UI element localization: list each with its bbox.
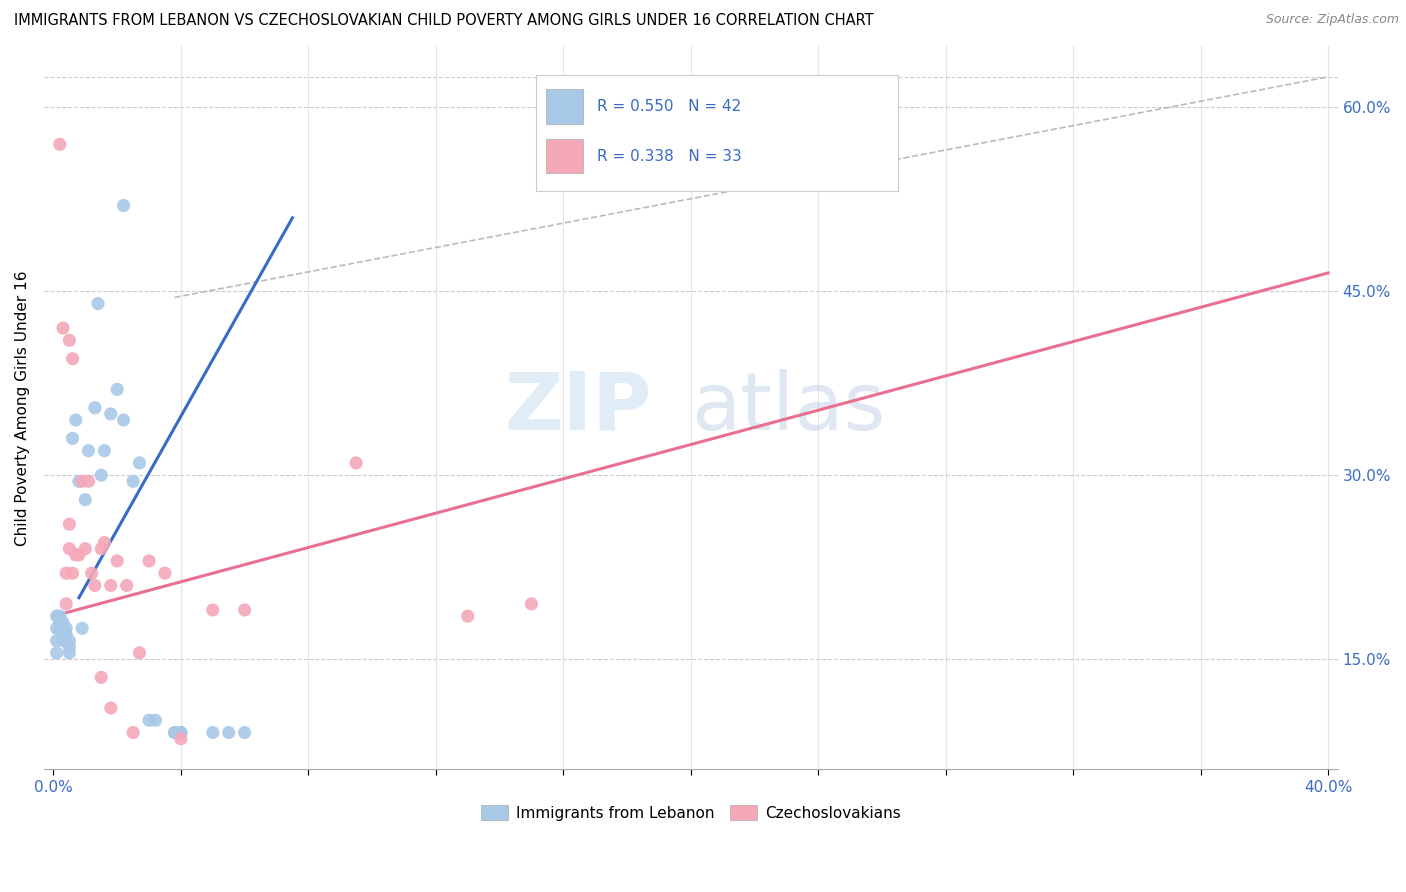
Point <box>115 578 138 592</box>
Point <box>55 621 77 635</box>
Point <box>58 633 80 648</box>
Point <box>122 475 145 489</box>
Point <box>45 646 67 660</box>
Legend: Immigrants from Lebanon, Czechoslovakians: Immigrants from Lebanon, Czechoslovakian… <box>475 798 907 827</box>
Point <box>55 633 77 648</box>
Point <box>112 413 135 427</box>
Text: Source: ZipAtlas.com: Source: ZipAtlas.com <box>1265 13 1399 27</box>
Point <box>93 535 115 549</box>
Point <box>65 413 87 427</box>
Point <box>201 725 224 739</box>
Point <box>100 701 122 715</box>
Point <box>138 554 160 568</box>
Point <box>62 566 84 581</box>
Point <box>90 468 112 483</box>
Point <box>67 548 90 562</box>
Point <box>52 633 75 648</box>
Point <box>145 713 167 727</box>
Point <box>52 615 75 630</box>
Point <box>52 621 75 635</box>
Point <box>128 456 150 470</box>
Point <box>122 725 145 739</box>
Point <box>65 548 87 562</box>
Point <box>70 621 93 635</box>
Point <box>58 541 80 556</box>
Point <box>45 621 67 635</box>
Point <box>52 321 75 335</box>
Point <box>55 566 77 581</box>
Text: atlas: atlas <box>690 368 886 447</box>
Point <box>344 456 367 470</box>
Point <box>55 597 77 611</box>
Point <box>49 615 72 630</box>
Point <box>55 627 77 641</box>
Point <box>75 492 97 507</box>
Text: IMMIGRANTS FROM LEBANON VS CZECHOSLOVAKIAN CHILD POVERTY AMONG GIRLS UNDER 16 CO: IMMIGRANTS FROM LEBANON VS CZECHOSLOVAKI… <box>14 13 873 29</box>
Point <box>45 633 67 648</box>
Point <box>233 603 256 617</box>
Point <box>58 646 80 660</box>
Point <box>45 609 67 624</box>
Point <box>80 566 103 581</box>
Point <box>77 475 100 489</box>
Point <box>218 725 240 739</box>
Point <box>153 566 176 581</box>
Point <box>93 443 115 458</box>
Point <box>75 541 97 556</box>
Point <box>163 725 186 739</box>
Point <box>163 725 186 739</box>
Point <box>62 431 84 445</box>
Point <box>233 725 256 739</box>
Point <box>49 137 72 152</box>
Point <box>49 609 72 624</box>
Point <box>58 334 80 348</box>
Point <box>52 627 75 641</box>
Point <box>100 578 122 592</box>
Text: ZIP: ZIP <box>505 368 652 447</box>
Point <box>170 725 193 739</box>
Point <box>170 725 193 739</box>
Point <box>83 578 105 592</box>
Point <box>70 475 93 489</box>
Point <box>58 517 80 532</box>
Point <box>90 541 112 556</box>
Point <box>201 603 224 617</box>
Point <box>67 475 90 489</box>
Point <box>90 670 112 684</box>
Point <box>105 383 128 397</box>
Point <box>128 646 150 660</box>
Point <box>49 621 72 635</box>
Point <box>100 407 122 421</box>
Point <box>105 554 128 568</box>
Point <box>58 640 80 654</box>
Point <box>83 401 105 415</box>
Point <box>87 296 110 310</box>
Point <box>520 597 543 611</box>
Y-axis label: Child Poverty Among Girls Under 16: Child Poverty Among Girls Under 16 <box>15 270 30 546</box>
Point <box>62 351 84 366</box>
Point <box>77 443 100 458</box>
Point <box>457 609 479 624</box>
Point <box>138 713 160 727</box>
Point <box>170 731 193 746</box>
Point <box>112 198 135 212</box>
